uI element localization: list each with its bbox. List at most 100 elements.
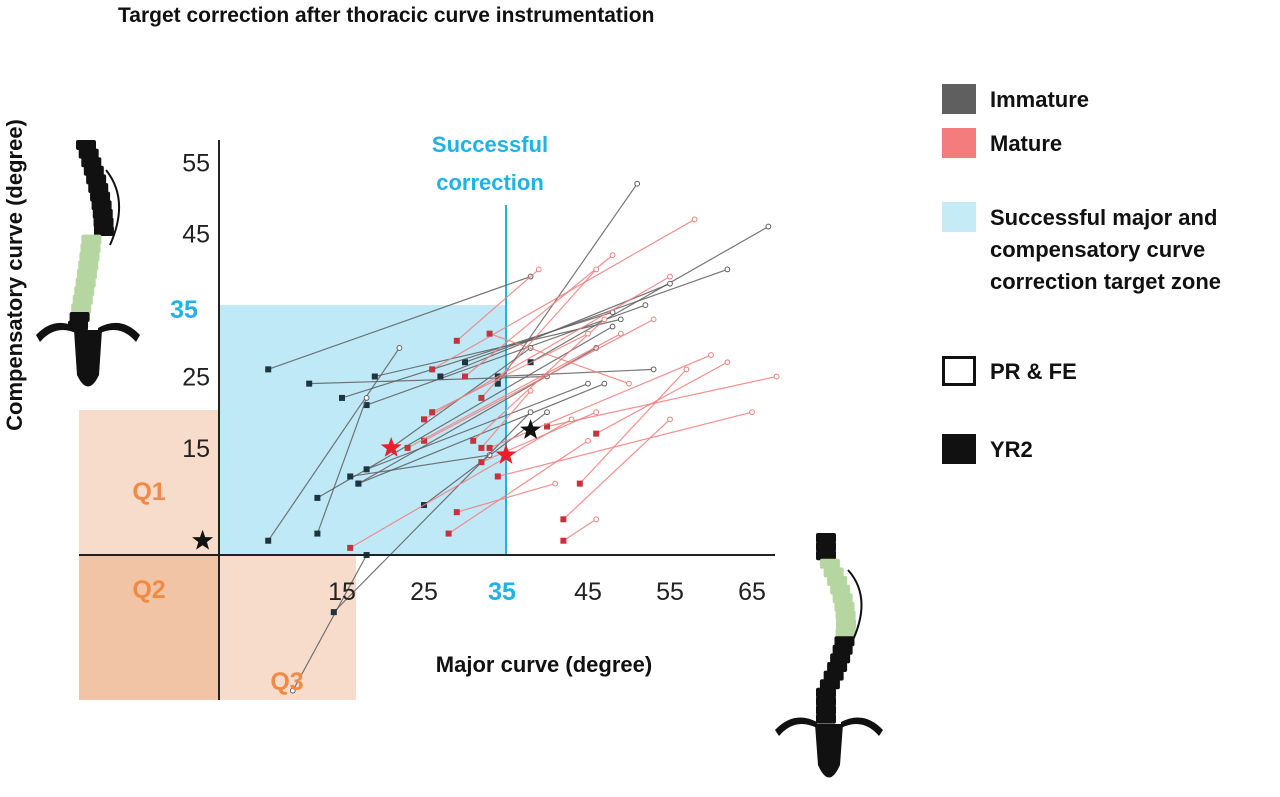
immature-pr-fe-point bbox=[486, 452, 493, 458]
immature-yr2-point bbox=[306, 380, 313, 387]
y-axis-label: Compensatory curve (degree) bbox=[2, 119, 27, 431]
mature-pr-fe-point bbox=[601, 316, 608, 323]
immature-series-line bbox=[292, 554, 368, 691]
vertebra-icon bbox=[819, 679, 840, 690]
mature-series-line bbox=[489, 333, 630, 385]
vertebra-icon bbox=[827, 662, 848, 672]
quadrant-q3-label: Q3 bbox=[270, 668, 303, 696]
vertebra-icon bbox=[816, 705, 836, 715]
vertebra-icon bbox=[91, 200, 112, 211]
mature-yr2-point bbox=[478, 394, 485, 401]
mature-pr-fe-point bbox=[609, 252, 616, 259]
immature-yr2-point bbox=[265, 366, 272, 373]
legend-swatch-immature bbox=[942, 84, 976, 114]
mature-series-line bbox=[448, 440, 589, 535]
mature-pr-fe-point bbox=[552, 480, 559, 487]
immature-pr-fe-point bbox=[527, 409, 534, 416]
immature-yr2-point bbox=[314, 494, 321, 501]
immature-mean-star bbox=[192, 529, 214, 550]
legend-item-pr-fe: PR & FE bbox=[942, 356, 1077, 388]
vertebra-icon bbox=[81, 157, 102, 168]
curve-arc-icon bbox=[105, 169, 120, 246]
mature-yr2-point bbox=[478, 444, 485, 451]
vertebra-icon bbox=[78, 148, 99, 159]
x-tick-label: 65 bbox=[738, 578, 766, 606]
quadrant-q2-label: Q2 bbox=[132, 576, 165, 604]
mature-yr2-point bbox=[453, 509, 460, 516]
vertebra-icon bbox=[816, 550, 836, 561]
immature-pr-fe-point bbox=[634, 180, 641, 187]
immature-pr-fe-point bbox=[544, 409, 550, 416]
vertebra-icon bbox=[74, 286, 95, 297]
mature-series-line bbox=[480, 269, 597, 399]
vertebra-icon bbox=[71, 303, 92, 314]
vertebra-icon bbox=[823, 670, 844, 681]
immature-yr2-point bbox=[363, 402, 370, 409]
mature-pr-fe-point bbox=[617, 330, 624, 337]
mature-series-line bbox=[595, 361, 728, 435]
x-tick-label: 25 bbox=[410, 578, 438, 606]
vertebra-icon bbox=[834, 636, 855, 647]
mature-pr-fe-point bbox=[650, 316, 657, 323]
immature-yr2-point bbox=[339, 394, 345, 401]
spine-illustration-left bbox=[36, 140, 140, 387]
vertebra-icon bbox=[93, 217, 114, 228]
mature-yr2-point bbox=[404, 444, 411, 451]
curve-arc-icon bbox=[847, 569, 863, 651]
immature-pr-fe-point bbox=[601, 380, 608, 387]
mature-pr-fe-point bbox=[593, 409, 600, 416]
y-tick-label: 45 bbox=[182, 221, 210, 249]
quadrant-q3-zone bbox=[219, 555, 356, 700]
immature-series-line bbox=[333, 411, 532, 613]
immature-series-line bbox=[350, 454, 490, 478]
vertebra-icon bbox=[816, 533, 836, 543]
legend-item-zone: Successful major and compensatory curve … bbox=[942, 202, 1277, 298]
highlight-35-y: 35 bbox=[170, 296, 198, 324]
immature-series-line bbox=[341, 311, 613, 399]
quadrant-q2-zone bbox=[79, 555, 219, 700]
mature-yr2-point bbox=[470, 437, 477, 444]
mature-series-line bbox=[546, 375, 777, 428]
vertebra-icon bbox=[78, 260, 99, 271]
quadrant-q1-label: Q1 bbox=[132, 478, 165, 506]
mature-series-line bbox=[423, 318, 654, 442]
mature-yr2-point bbox=[421, 437, 427, 444]
legend-label-immature: Immature bbox=[990, 87, 1090, 112]
immature-mean-star bbox=[520, 419, 542, 439]
mature-pr-fe-point bbox=[667, 416, 673, 423]
mature-series-line bbox=[464, 254, 613, 377]
mature-pr-fe-point bbox=[667, 273, 673, 280]
vertebra-icon bbox=[830, 653, 851, 664]
immature-series-line bbox=[267, 275, 531, 370]
x-axis-label: Major curve (degree) bbox=[436, 652, 652, 677]
successful-correction-line1: Successful bbox=[432, 132, 548, 157]
mature-yr2-point bbox=[593, 430, 600, 437]
vertebra-icon bbox=[816, 713, 836, 724]
mature-mean-star bbox=[380, 436, 402, 457]
immature-series-line bbox=[316, 397, 368, 534]
immature-pr-fe-point bbox=[396, 345, 403, 351]
mature-yr2-point bbox=[429, 409, 436, 416]
vertebra-icon bbox=[88, 183, 109, 193]
immature-series-line bbox=[497, 368, 654, 378]
immature-series-line bbox=[530, 226, 769, 363]
legend-label-pr-fe: PR & FE bbox=[990, 359, 1077, 384]
mature-series-line bbox=[456, 268, 540, 342]
y-tick-label: 25 bbox=[182, 364, 210, 392]
vertebra-icon bbox=[86, 174, 107, 185]
mature-yr2-point bbox=[486, 444, 493, 451]
immature-yr2-point bbox=[347, 473, 354, 480]
mature-yr2-point bbox=[486, 330, 493, 337]
y-tick-label: 55 bbox=[182, 149, 210, 177]
mature-yr2-point bbox=[560, 516, 567, 523]
mature-series-line bbox=[431, 218, 695, 370]
mature-yr2-point bbox=[347, 544, 354, 551]
mature-series-line bbox=[349, 418, 572, 549]
mature-pr-fe-point bbox=[585, 330, 591, 337]
chart-title: Target correction after thoracic curve i… bbox=[118, 4, 655, 27]
mature-yr2-point bbox=[462, 373, 468, 380]
mature-pr-fe-point bbox=[683, 366, 690, 373]
immature-pr-fe-point bbox=[289, 687, 296, 694]
vertebra-icon bbox=[816, 541, 836, 552]
